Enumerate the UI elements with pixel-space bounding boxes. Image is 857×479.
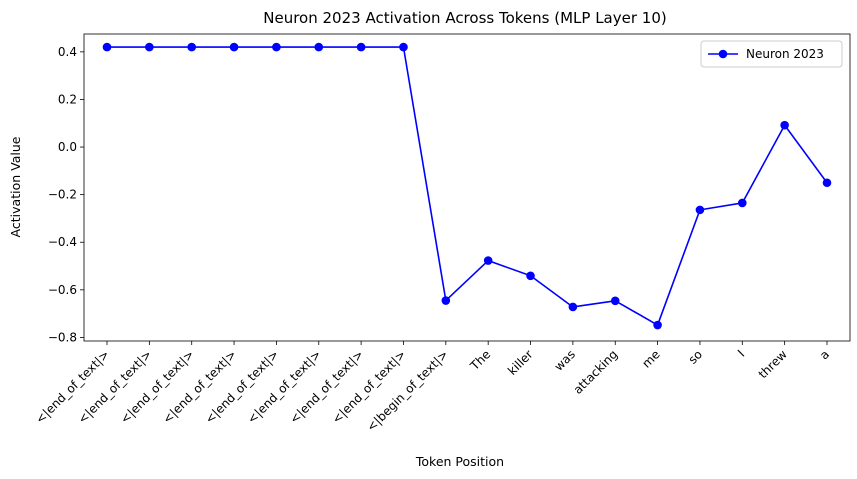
y-tick-label: 0.2	[58, 92, 77, 106]
legend-marker	[718, 49, 728, 59]
x-tick-label: <|end_of_text|>	[75, 347, 154, 426]
data-point	[780, 120, 789, 130]
data-point	[568, 302, 578, 312]
y-tick-label: −0.2	[48, 188, 77, 202]
x-tick-label: a	[817, 347, 832, 362]
data-point	[653, 320, 662, 330]
data-point	[695, 205, 705, 215]
y-tick-label: −0.6	[48, 283, 77, 297]
x-tick-label: <|end_of_text|>	[202, 347, 281, 426]
x-tick-label: me	[639, 347, 662, 370]
x-tick-label: <|end_of_text|>	[245, 347, 324, 426]
x-tick-label: so	[686, 347, 706, 367]
y-tick-label: −0.4	[48, 235, 77, 249]
x-axis-label: Token Position	[415, 454, 504, 469]
data-point	[441, 296, 451, 305]
y-tick-label: −0.8	[48, 330, 77, 344]
legend: Neuron 2023	[700, 40, 843, 68]
data-point	[483, 256, 493, 265]
data-point	[610, 296, 620, 306]
legend-box	[700, 40, 843, 68]
data-point	[229, 42, 239, 52]
plot-area	[83, 33, 851, 342]
data-point	[399, 42, 408, 52]
x-tick-label: <|end_of_text|>	[33, 347, 112, 426]
y-axis: 0.4 0.2 0.0 −0.2 −0.4 −0.6 −0.8	[48, 45, 84, 344]
x-axis: <|end_of_text|><|end_of_text|><|end_of_t…	[33, 341, 832, 434]
data-point	[314, 42, 324, 52]
chart-title: Neuron 2023 Activation Across Tokens (ML…	[263, 9, 666, 27]
legend-label: Neuron 2023	[746, 47, 824, 61]
y-axis-label: Activation Value	[8, 136, 23, 237]
x-tick-label: killer	[505, 347, 536, 378]
x-tick-label: attacking	[571, 347, 621, 397]
x-tick-label: The	[467, 347, 493, 373]
data-point	[356, 42, 366, 52]
x-tick-label: <|end_of_text|>	[160, 347, 239, 426]
data-point	[272, 42, 281, 52]
data-point	[187, 42, 197, 52]
y-tick-label: 0.4	[58, 45, 77, 59]
x-tick-label: I	[735, 347, 747, 359]
series-line	[107, 46, 828, 326]
x-tick-label: <|end_of_text|>	[287, 347, 366, 426]
x-tick-label: threw	[756, 347, 790, 381]
x-tick-label: <|begin_of_text|>	[364, 347, 451, 434]
x-tick-label: <|end_of_text|>	[118, 347, 197, 426]
data-point	[145, 42, 154, 52]
x-tick-label: was	[552, 347, 578, 373]
data-point	[102, 42, 112, 52]
series-group	[102, 42, 832, 330]
x-tick-label: <|end_of_text|>	[329, 347, 408, 426]
data-point	[822, 178, 832, 188]
y-tick-label: 0.0	[58, 140, 77, 154]
data-point	[737, 198, 747, 208]
data-point	[526, 271, 535, 281]
